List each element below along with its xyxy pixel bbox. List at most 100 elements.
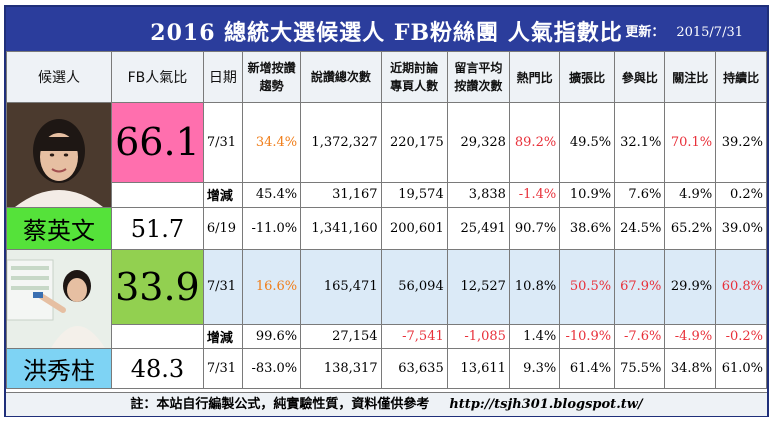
title-bar: 2016 總統大選候選人 FB粉絲團 人氣指數比 更新： 2015/7/31 xyxy=(6,7,767,51)
trend-cell: 45.4% xyxy=(242,181,302,209)
hot-cell: -1.4% xyxy=(508,181,561,209)
stats-table: 候選人 FB人氣比 日期 新增按讚趨勢 說讚總次數 近期討論專頁人數 留言平均按… xyxy=(6,51,767,389)
portrait-photo-icon xyxy=(7,250,111,348)
table-row: 增減 45.4% 31,167 19,574 3,838 -1.4% 10.9%… xyxy=(7,181,767,209)
header-discuss: 近期討論專頁人數 xyxy=(380,51,448,103)
likes-cell: 27,154 xyxy=(300,323,382,350)
page-title: 2016 總統大選候選人 FB粉絲團 人氣指數比 xyxy=(150,20,623,46)
date-cell: 7/31 xyxy=(202,102,244,183)
header-row: 候選人 FB人氣比 日期 新增按讚趨勢 說讚總次數 近期討論專頁人數 留言平均按… xyxy=(6,51,767,103)
trend-cell: 99.6% xyxy=(242,323,302,350)
expand-cell: -10.9% xyxy=(559,323,616,350)
expand-cell: 38.6% xyxy=(559,207,616,250)
hot-cell: 90.7% xyxy=(508,207,561,250)
header-candidate: 候選人 xyxy=(6,51,112,103)
expand-cell: 61.4% xyxy=(559,348,616,389)
discuss-cell: 56,094 xyxy=(380,249,448,325)
expand-cell: 10.9% xyxy=(559,181,616,209)
avg-comment-cell: 12,527 xyxy=(446,249,510,325)
engage-cell: 67.9% xyxy=(614,249,666,325)
engage-cell: 75.5% xyxy=(614,348,666,389)
spacer-cell xyxy=(111,323,204,350)
discuss-cell: 220,175 xyxy=(380,102,448,183)
date-cell: 7/31 xyxy=(202,348,244,389)
sustain-cell: 61.0% xyxy=(715,348,767,389)
discuss-cell: 200,601 xyxy=(380,207,448,250)
update-info: 更新： 2015/7/31 xyxy=(625,21,743,40)
fb-score-hung: 33.9 xyxy=(111,249,204,325)
avg-comment-cell: 13,611 xyxy=(446,348,510,389)
header-avg-comment: 留言平均按讚次數 xyxy=(446,51,510,103)
date-cell: 7/31 xyxy=(202,249,244,325)
sustain-cell: -0.2% xyxy=(715,323,767,350)
likes-cell: 138,317 xyxy=(300,348,382,389)
table-row: 蔡英文 51.7 6/19 -11.0% 1,341,160 200,601 2… xyxy=(6,207,767,250)
likes-cell: 31,167 xyxy=(300,181,382,209)
header-trend: 新增按讚趨勢 xyxy=(242,51,302,103)
header-date: 日期 xyxy=(202,51,244,103)
likes-cell: 1,341,160 xyxy=(300,207,382,250)
avatar-hung xyxy=(6,249,112,349)
hot-cell: 9.3% xyxy=(508,348,561,389)
focus-cell: 4.9% xyxy=(664,181,717,209)
focus-cell: 34.8% xyxy=(664,348,717,389)
sustain-cell: 39.2% xyxy=(715,102,767,183)
fb-score-prev-hung: 48.3 xyxy=(111,348,204,389)
avg-comment-cell: 29,328 xyxy=(446,102,510,183)
trend-cell: -83.0% xyxy=(242,348,302,389)
update-date: 2015/7/31 xyxy=(676,25,743,40)
discuss-cell: -7,541 xyxy=(380,323,448,350)
fb-score-prev-tsai: 51.7 xyxy=(111,207,204,250)
table-row: 增減 99.6% 27,154 -7,541 -1,085 1.4% -10.9… xyxy=(7,323,767,350)
table-frame: 2016 總統大選候選人 FB粉絲團 人氣指數比 更新： 2015/7/31 候選… xyxy=(4,5,769,417)
header-hot: 熱門比 xyxy=(508,51,561,103)
avg-comment-cell: 25,491 xyxy=(446,207,510,250)
sustain-cell: 39.0% xyxy=(715,207,767,250)
disclaimer-text: 註：本站自行編製公式，純實驗性質，資料僅供參考 xyxy=(130,397,430,412)
candidate-name-hung: 洪秀柱 xyxy=(6,348,112,389)
header-likes: 說讚總次數 xyxy=(300,51,382,103)
footer-note: 註：本站自行編製公式，純實驗性質，資料僅供參考 http://tsjh301.bl… xyxy=(6,392,767,416)
hot-cell: 89.2% xyxy=(508,102,561,183)
fb-score-tsai: 66.1 xyxy=(111,102,204,183)
table-row: 66.1 7/31 34.4% 1,372,327 220,175 29,328… xyxy=(6,102,767,208)
portrait-photo-icon xyxy=(7,103,111,207)
discuss-cell: 19,574 xyxy=(380,181,448,209)
sustain-cell: 60.8% xyxy=(715,249,767,325)
engage-cell: 7.6% xyxy=(614,181,666,209)
avatar-tsai xyxy=(6,102,112,208)
expand-cell: 50.5% xyxy=(559,249,616,325)
trend-cell: 34.4% xyxy=(242,102,302,183)
trend-cell: -11.0% xyxy=(242,207,302,250)
sustain-cell: 0.2% xyxy=(715,181,767,209)
header-sustain: 持續比 xyxy=(715,51,767,103)
focus-cell: 29.9% xyxy=(664,249,717,325)
spacer-cell xyxy=(111,181,204,209)
delta-label: 增減 xyxy=(202,181,244,209)
header-fb-score: FB人氣比 xyxy=(111,51,204,103)
likes-cell: 1,372,327 xyxy=(300,102,382,183)
header-focus: 關注比 xyxy=(664,51,717,103)
expand-cell: 49.5% xyxy=(559,102,616,183)
engage-cell: 24.5% xyxy=(614,207,666,250)
avg-comment-cell: -1,085 xyxy=(446,323,510,350)
table-row: 洪秀柱 48.3 7/31 -83.0% 138,317 63,635 13,6… xyxy=(6,348,767,389)
update-label: 更新： xyxy=(625,25,665,40)
delta-label: 增減 xyxy=(202,323,244,350)
header-engage: 參與比 xyxy=(614,51,666,103)
likes-cell: 165,471 xyxy=(300,249,382,325)
table-row: 33.9 7/31 16.6% 165,471 56,094 12,527 10… xyxy=(6,249,767,349)
date-cell: 6/19 xyxy=(202,207,244,250)
candidate-name-tsai: 蔡英文 xyxy=(6,207,112,250)
hot-cell: 10.8% xyxy=(508,249,561,325)
blog-link[interactable]: http://tsjh301.blogspot.tw/ xyxy=(449,397,643,412)
engage-cell: 32.1% xyxy=(614,102,666,183)
engage-cell: -7.6% xyxy=(614,323,666,350)
hot-cell: 1.4% xyxy=(508,323,561,350)
discuss-cell: 63,635 xyxy=(380,348,448,389)
focus-cell: -4.9% xyxy=(664,323,717,350)
avg-comment-cell: 3,838 xyxy=(446,181,510,209)
focus-cell: 65.2% xyxy=(664,207,717,250)
focus-cell: 70.1% xyxy=(664,102,717,183)
header-expand: 擴張比 xyxy=(559,51,616,103)
